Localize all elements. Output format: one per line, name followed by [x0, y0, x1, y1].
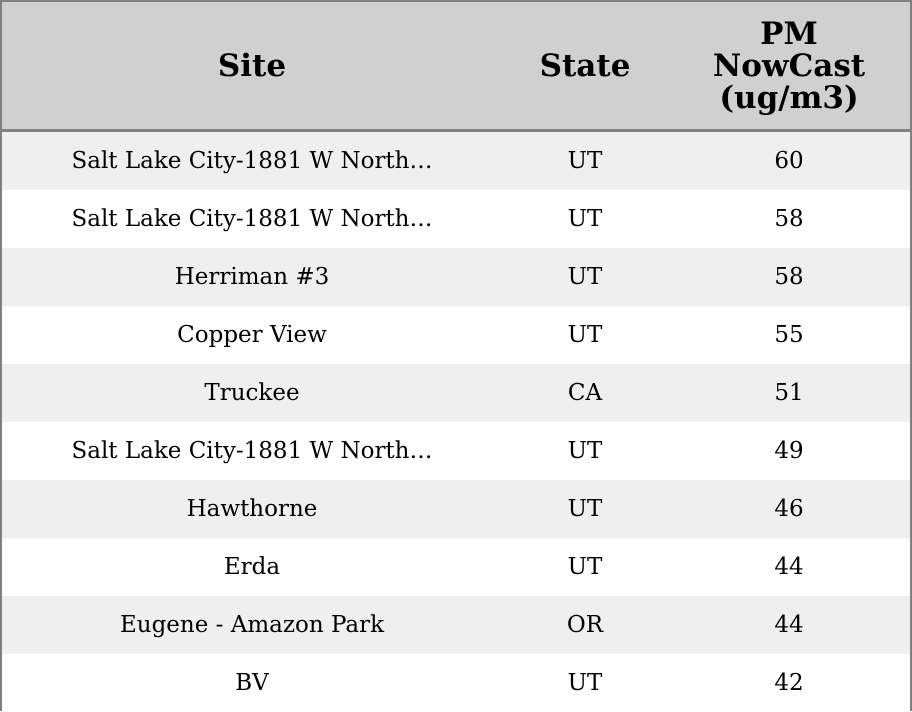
table-row: Eugene - Amazon Park OR 44: [2, 596, 910, 654]
pm-cell: 49: [668, 422, 910, 480]
header-state: State: [502, 2, 668, 132]
state-cell: UT: [502, 248, 668, 306]
header-pm-line3: (ug/m3): [719, 79, 859, 116]
table-row: Erda UT 44: [2, 538, 910, 596]
table-row: Hawthorne UT 46: [2, 480, 910, 538]
site-cell: Salt Lake City-1881 W North…: [2, 130, 502, 190]
header-site: Site: [2, 2, 502, 132]
state-cell: UT: [502, 306, 668, 364]
state-cell: UT: [502, 190, 668, 248]
pm-cell: 58: [668, 190, 910, 248]
table-row: Salt Lake City-1881 W North… UT 49: [2, 422, 910, 480]
pm-cell: 46: [668, 480, 910, 538]
site-cell: Salt Lake City-1881 W North…: [2, 190, 502, 248]
state-cell: CA: [502, 364, 668, 422]
pm-cell: 60: [668, 130, 910, 190]
table-row: Copper View UT 55: [2, 306, 910, 364]
header-site-label: Site: [217, 47, 287, 84]
state-cell: UT: [502, 130, 668, 190]
state-cell: UT: [502, 480, 668, 538]
table-row: Truckee CA 51: [2, 364, 910, 422]
pm-cell: 44: [668, 538, 910, 596]
site-cell: BV: [2, 654, 502, 712]
table-row: BV UT 42: [2, 654, 910, 712]
site-cell: Copper View: [2, 306, 502, 364]
state-cell: UT: [502, 422, 668, 480]
pm-cell: 58: [668, 248, 910, 306]
header-state-label: State: [539, 47, 631, 84]
pm-cell: 42: [668, 654, 910, 712]
pm-cell: 44: [668, 596, 910, 654]
header-pm-line2: NowCast: [712, 47, 866, 84]
state-cell: UT: [502, 654, 668, 712]
table-row: Salt Lake City-1881 W North… UT 58: [2, 190, 910, 248]
table-row: Herriman #3 UT 58: [2, 248, 910, 306]
header-pm-line1: PM: [760, 15, 818, 52]
pm-cell: 55: [668, 306, 910, 364]
site-cell: Salt Lake City-1881 W North…: [2, 422, 502, 480]
state-cell: OR: [502, 596, 668, 654]
header-row: Site State PM NowCast (ug/m3): [2, 2, 910, 132]
header-pm: PM NowCast (ug/m3): [668, 2, 910, 132]
site-cell: Erda: [2, 538, 502, 596]
site-cell: Truckee: [2, 364, 502, 422]
pm-cell: 51: [668, 364, 910, 422]
table-row: Salt Lake City-1881 W North… UT 60: [2, 130, 910, 190]
site-cell: Herriman #3: [2, 248, 502, 306]
state-cell: UT: [502, 538, 668, 596]
site-cell: Eugene - Amazon Park: [2, 596, 502, 654]
site-cell: Hawthorne: [2, 480, 502, 538]
